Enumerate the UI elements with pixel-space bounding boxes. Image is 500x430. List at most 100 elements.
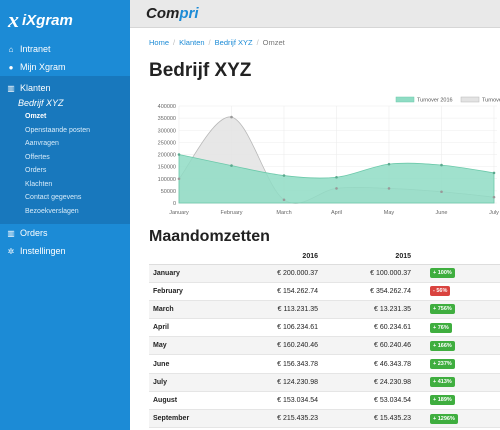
series-2016-point bbox=[387, 162, 391, 166]
change-cell: + 1296% bbox=[425, 409, 500, 429]
month-cell: March bbox=[149, 300, 239, 320]
sidebar-item-instellingen[interactable]: ✲ Instellingen bbox=[0, 242, 130, 260]
month-cell: May bbox=[149, 336, 239, 356]
legend-label-2016: Turnover 2016 bbox=[417, 98, 453, 104]
sidebar-subitem-aanvragen[interactable]: Aanvragen bbox=[25, 140, 59, 148]
series-2015-point bbox=[335, 187, 338, 190]
brand-mark: x bbox=[8, 7, 19, 32]
sidebar-item-intranet[interactable]: ⌂ Intranet bbox=[0, 40, 130, 58]
y-tick-label: 300000 bbox=[158, 128, 176, 134]
logo-text-part2: pri bbox=[179, 4, 199, 22]
breadcrumb-separator: / bbox=[208, 38, 211, 47]
sidebar-item-orders[interactable]: ▥ Orders bbox=[0, 224, 130, 242]
value-2015-cell: € 60.234.61 bbox=[332, 318, 425, 338]
series-2015-point bbox=[282, 198, 286, 202]
change-cell: - 56% bbox=[425, 282, 500, 301]
series-2015-point bbox=[387, 187, 391, 190]
value-2016-cell: € 153.034.54 bbox=[239, 391, 332, 411]
sidebar-nav: ⌂ Intranet ● Mijn Xgram ▥ Klanten Bedrij… bbox=[0, 40, 130, 260]
value-2015-cell: € 100.000.37 bbox=[332, 264, 425, 283]
sidebar-item-label: Klanten bbox=[20, 83, 51, 93]
sidebar-item-klanten[interactable]: ▥ Klanten bbox=[0, 80, 130, 96]
change-badge: + 100% bbox=[430, 268, 455, 279]
x-tick-label: May bbox=[384, 210, 395, 216]
x-tick-label: January bbox=[169, 210, 189, 216]
sidebar-subitem-klachten[interactable]: Klachten bbox=[25, 180, 53, 188]
change-badge: + 237% bbox=[430, 359, 455, 370]
x-tick-label: June bbox=[436, 210, 448, 216]
y-tick-label: 400000 bbox=[158, 104, 176, 110]
value-2016-cell: € 160.240.46 bbox=[239, 336, 332, 356]
sidebar-subitem-bezoekverslagen[interactable]: Bezoekverslagen bbox=[25, 207, 79, 215]
section-title: Maandomzetten bbox=[149, 228, 270, 245]
y-tick-label: 100000 bbox=[158, 177, 176, 183]
breadcrumb-separator: / bbox=[256, 38, 259, 47]
legend-swatch-2015 bbox=[460, 96, 480, 103]
series-2016-point bbox=[282, 174, 286, 177]
sidebar-subitem-orders[interactable]: Orders bbox=[25, 167, 47, 175]
series-2016-point bbox=[230, 164, 233, 167]
table-row: August € 153.034.54 € 53.034.54 + 189% bbox=[149, 391, 500, 411]
month-cell: February bbox=[149, 282, 239, 301]
series-2016-point bbox=[177, 153, 181, 156]
sidebar-subitem-contact-gegevens[interactable]: Contact gegevens bbox=[25, 194, 82, 202]
breadcrumb-current: Omzet bbox=[262, 38, 285, 47]
y-tick-label: 200000 bbox=[158, 153, 176, 159]
series-2015-point bbox=[492, 195, 496, 199]
y-tick-label: 0 bbox=[173, 201, 176, 207]
table-row: January € 200.000.37 € 100.000.37 + 100% bbox=[149, 264, 500, 283]
monthly-turnover-table: 2016 2015 January € 200.000.37 € 100.000.3… bbox=[149, 250, 500, 429]
sidebar-subitem-bedrijf[interactable]: Bedrijf XYZ bbox=[18, 98, 64, 108]
table-body: January € 200.000.37 € 100.000.37 + 100% Feb… bbox=[149, 264, 500, 429]
table-row: September € 215.435.23 € 15.435.23 + 1296% bbox=[149, 409, 500, 429]
breadcrumb-separator: / bbox=[173, 38, 176, 47]
change-cell: + 100% bbox=[425, 264, 500, 283]
breadcrumb-klanten[interactable]: Klanten bbox=[179, 38, 205, 47]
breadcrumb: Home / Klanten / Bedrijf XYZ / Omzet bbox=[149, 38, 285, 47]
y-tick-label: 250000 bbox=[158, 140, 176, 146]
legend-label-2015: Turnover 2015 bbox=[482, 98, 500, 104]
brand-logo[interactable]: x iXgram bbox=[0, 0, 130, 40]
value-2016-cell: € 106.234.61 bbox=[239, 318, 332, 338]
value-2016-cell: € 200.000.37 bbox=[239, 264, 332, 283]
table-header-2015: 2015 bbox=[332, 250, 425, 265]
change-badge: + 189% bbox=[430, 395, 455, 406]
header-logo[interactable]: Compri bbox=[146, 5, 199, 23]
change-badge: + 166% bbox=[430, 340, 455, 351]
value-2015-cell: € 46.343.78 bbox=[332, 354, 425, 374]
page-title: Bedrijf XYZ bbox=[149, 60, 252, 81]
sidebar-item-mijn-xgram[interactable]: ● Mijn Xgram bbox=[0, 58, 130, 76]
x-tick-label: July bbox=[489, 210, 499, 216]
month-cell: April bbox=[149, 318, 239, 338]
sidebar-section-klanten: ▥ Klanten Bedrijf XYZ Omzet Openstaande … bbox=[0, 76, 130, 224]
breadcrumb-home[interactable]: Home bbox=[149, 38, 170, 47]
table-header-2016: 2016 bbox=[239, 250, 332, 265]
y-tick-label: 350000 bbox=[158, 116, 176, 122]
turnover-chart-svg: 400000 350000 300000 250000 200000 150000 1000… bbox=[158, 96, 500, 216]
value-2015-cell: € 60.240.46 bbox=[332, 336, 425, 356]
sidebar-subitem-offertes[interactable]: Offertes bbox=[25, 153, 50, 161]
table-row: June € 156.343.78 € 46.343.78 + 237% bbox=[149, 354, 500, 374]
y-tick-label: 50000 bbox=[161, 189, 176, 195]
sidebar-subitem-omzet[interactable]: Omzet bbox=[25, 113, 47, 121]
change-cell: + 237% bbox=[425, 354, 500, 374]
breadcrumb-company[interactable]: Bedrijf XYZ bbox=[214, 38, 253, 47]
series-2015-point bbox=[177, 177, 181, 181]
turnover-chart: 400000 350000 300000 250000 200000 150000 1000… bbox=[145, 94, 500, 219]
series-2016-point bbox=[492, 171, 496, 175]
series-2016-point bbox=[440, 163, 443, 167]
sidebar-item-label: Intranet bbox=[20, 44, 51, 54]
table-row: March € 113.231.35 € 13.231.35 + 756% bbox=[149, 300, 500, 320]
bar-chart-icon: ▥ bbox=[7, 83, 15, 93]
month-cell: September bbox=[149, 409, 239, 429]
gears-icon: ✲ bbox=[7, 246, 15, 256]
month-cell: January bbox=[149, 264, 239, 283]
logo-text-part1: Com bbox=[146, 4, 180, 22]
table-row: April € 106.234.61 € 60.234.61 + 76% bbox=[149, 318, 500, 338]
x-tick-label: April bbox=[331, 210, 342, 216]
value-2016-cell: € 215.435.23 bbox=[239, 409, 332, 429]
sidebar-subitem-openstaande-posten[interactable]: Openstaande posten bbox=[25, 126, 90, 134]
value-2015-cell: € 15.435.23 bbox=[332, 409, 425, 429]
table-header-month bbox=[149, 250, 239, 265]
month-cell: July bbox=[149, 373, 239, 392]
